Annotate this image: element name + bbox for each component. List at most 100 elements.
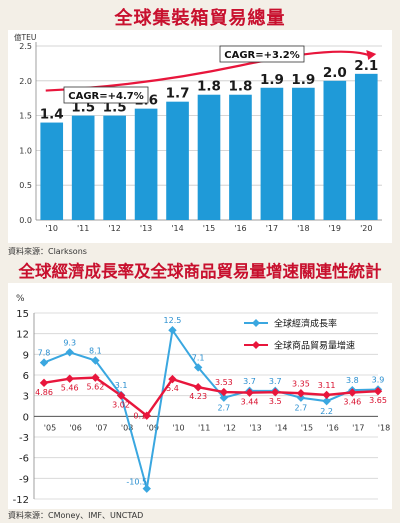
gdp-growth-point bbox=[296, 393, 306, 402]
bar-value-label: 1.9 bbox=[260, 72, 284, 88]
x-tick-label: '18 bbox=[378, 423, 390, 432]
trend-arrow-head bbox=[366, 50, 377, 60]
bar bbox=[166, 101, 189, 220]
trade-growth-label: 0.1 bbox=[133, 412, 146, 421]
line-chart-source: 資料來源：CMoney、IMF、UNCTAD bbox=[8, 511, 144, 520]
gdp-growth-point bbox=[65, 348, 74, 357]
y-tick-label: 9 bbox=[23, 350, 29, 361]
x-tick-label: '15 bbox=[203, 224, 215, 233]
trade-growth-point bbox=[91, 373, 100, 382]
trade-growth-point bbox=[322, 390, 331, 400]
bar bbox=[292, 87, 315, 220]
gdp-growth-point bbox=[39, 358, 49, 367]
legend-swatch-marker bbox=[252, 341, 260, 349]
line-chart-panel: % -12 -9 -6 -3 0 3 6 9 12 15 '05 '06 '07 '08 '09 '10 '11 '… bbox=[8, 283, 392, 509]
y-tick-label: 15 bbox=[16, 309, 29, 320]
y-tick-label: -6 bbox=[19, 454, 29, 465]
x-tick-label: '06 bbox=[69, 423, 81, 432]
annotation-box bbox=[219, 45, 305, 63]
x-tick-label: '19 bbox=[329, 224, 341, 233]
y-tick-label: -9 bbox=[19, 474, 29, 485]
gdp-growth-label: 3.7 bbox=[269, 377, 282, 386]
y-tick-label: 1.5 bbox=[19, 112, 32, 121]
gdp-growth-label: 8.1 bbox=[89, 347, 102, 356]
cagr-annotation: CAGR=+3.2% bbox=[224, 50, 299, 61]
x-tick-label: '12 bbox=[108, 224, 120, 233]
y-tick-label: -12 bbox=[13, 495, 29, 506]
trade-growth-label: 4.23 bbox=[189, 392, 207, 401]
y-tick-label: 12 bbox=[16, 330, 29, 341]
y-tick-label: 2.5 bbox=[19, 42, 32, 51]
trade-growth-label: 3.5 bbox=[269, 397, 282, 406]
y-tick-label: 6 bbox=[23, 371, 29, 382]
gdp-growth-label: 2.7 bbox=[217, 404, 230, 413]
bar bbox=[71, 115, 95, 220]
x-tick-label: '15 bbox=[301, 423, 313, 432]
bar-value-label: 2.0 bbox=[323, 65, 347, 81]
trade-growth-label: 3.44 bbox=[241, 398, 259, 407]
bar-value-label: 1.4 bbox=[40, 107, 64, 123]
trade-growth-point bbox=[65, 374, 74, 383]
gdp-growth-label: 3.8 bbox=[346, 376, 359, 385]
gdp-growth-label: 3.9 bbox=[372, 375, 385, 384]
bar bbox=[229, 94, 252, 220]
x-tick-label: '13 bbox=[140, 224, 152, 233]
x-tick-label: '11 bbox=[198, 423, 210, 432]
bar bbox=[197, 94, 221, 220]
x-tick-label: '08 bbox=[121, 423, 133, 432]
gdp-growth-point bbox=[91, 356, 100, 365]
bar bbox=[40, 122, 64, 220]
trade-growth-label: 5.62 bbox=[86, 383, 104, 392]
gdp-growth-point bbox=[168, 326, 177, 335]
gdp-growth-label: 12.5 bbox=[164, 316, 182, 325]
trade-growth-point bbox=[296, 389, 306, 398]
bar-value-label: 1.7 bbox=[166, 86, 190, 102]
bar-value-label: 1.5 bbox=[103, 100, 127, 116]
bar bbox=[354, 73, 378, 220]
gdp-growth-label: 2.2 bbox=[320, 407, 333, 416]
bar-value-label: 1.8 bbox=[197, 79, 221, 95]
gdp-growth-label: 9.3 bbox=[63, 338, 76, 347]
trade-growth-point bbox=[219, 387, 229, 397]
y-tick-label: 3 bbox=[23, 392, 29, 403]
bar-value-label: 1.9 bbox=[291, 72, 315, 88]
trade-growth-label: 3.02 bbox=[112, 401, 130, 410]
x-tick-label: '16 bbox=[234, 224, 246, 233]
x-tick-label: '14 bbox=[275, 423, 287, 432]
trade-growth-point bbox=[245, 388, 254, 397]
trade-growth-point bbox=[116, 391, 126, 400]
gdp-growth-label: 3.7 bbox=[243, 377, 256, 386]
line-chart: % -12 -9 -6 -3 0 3 6 9 12 15 '05 '06 '07 '08 '09 '10 '11 '… bbox=[13, 294, 391, 506]
cagr-annotation: CAGR=+4.7% bbox=[68, 91, 143, 102]
trade-growth-point bbox=[193, 382, 203, 392]
bar bbox=[134, 108, 158, 220]
y-tick-label: 2.0 bbox=[19, 77, 32, 86]
bar-chart-panel: 0.0 0.5 1.0 1.5 2.0 2.5 億TEU 1.4 '10 1.5 '11 1.5 '12… bbox=[8, 30, 392, 243]
trade-growth-label: 3.53 bbox=[215, 378, 233, 387]
x-tick-label: '11 bbox=[77, 224, 89, 233]
x-tick-label: '10 bbox=[172, 423, 184, 432]
legend-label: 全球經濟成長率 bbox=[274, 318, 337, 330]
x-tick-label: '17 bbox=[266, 224, 278, 233]
bar bbox=[103, 115, 126, 220]
x-tick-label: '09 bbox=[147, 423, 159, 432]
trade-growth-label: 3.46 bbox=[343, 397, 361, 406]
gdp-growth-point bbox=[142, 484, 151, 493]
gdp-growth-label: 3.1 bbox=[115, 381, 128, 390]
y-tick-label: -3 bbox=[19, 433, 29, 444]
y-tick-label: 0 bbox=[23, 412, 29, 423]
trade-growth-label: 5.46 bbox=[61, 384, 79, 393]
x-tick-label: '10 bbox=[46, 224, 58, 233]
trade-growth-point bbox=[168, 374, 177, 384]
trade-growth-point bbox=[373, 386, 383, 396]
trade-growth-label: 4.86 bbox=[35, 388, 53, 397]
trade-growth-point bbox=[348, 388, 357, 397]
x-tick-label: '20 bbox=[360, 224, 372, 233]
gdp-growth-point bbox=[322, 396, 331, 406]
trade-growth-label: 3.11 bbox=[318, 381, 336, 390]
trade-growth-label: 3.35 bbox=[292, 379, 310, 388]
x-tick-label: '07 bbox=[95, 423, 107, 432]
line-chart-title: 全球經濟成長率及全球商品貿易量增速關連性統計 bbox=[18, 262, 382, 281]
bar-value-label: 2.1 bbox=[354, 58, 378, 74]
